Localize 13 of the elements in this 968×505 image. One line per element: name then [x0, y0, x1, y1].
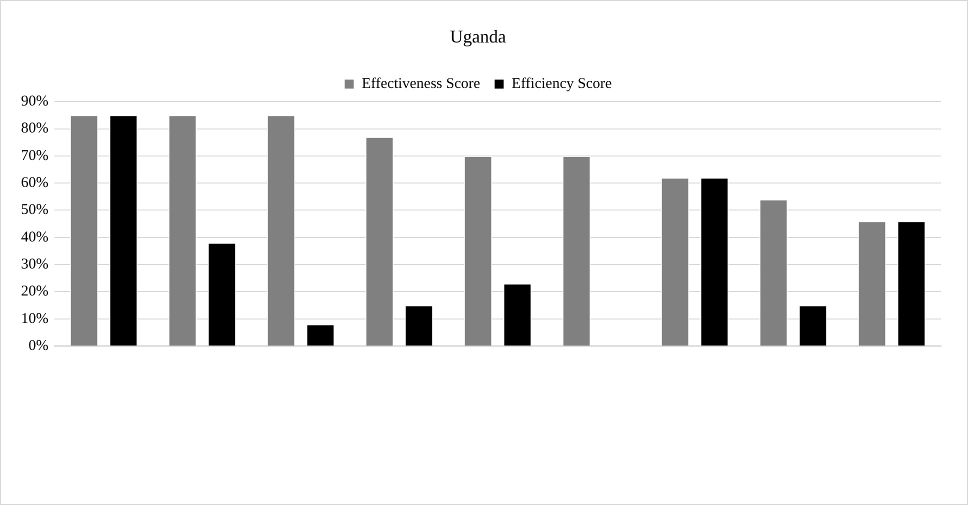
y-tick-label: 40%: [20, 229, 48, 246]
y-tick-label: 60%: [20, 175, 48, 192]
y-tick-label: 20%: [20, 284, 48, 300]
y-tick-label: 90%: [20, 94, 48, 110]
chart-title: Uganda: [450, 26, 506, 47]
y-tick-label: 10%: [20, 310, 48, 327]
y-tick-label: 80%: [20, 120, 48, 137]
legend-label: Effectiveness Score: [362, 76, 481, 92]
y-tick-label: 0%: [28, 338, 48, 354]
y-tick-label: 70%: [20, 148, 48, 164]
y-tick-label: 30%: [20, 256, 48, 272]
y-tick-label: 50%: [20, 202, 48, 218]
legend-label: Efficiency Score: [512, 76, 612, 92]
